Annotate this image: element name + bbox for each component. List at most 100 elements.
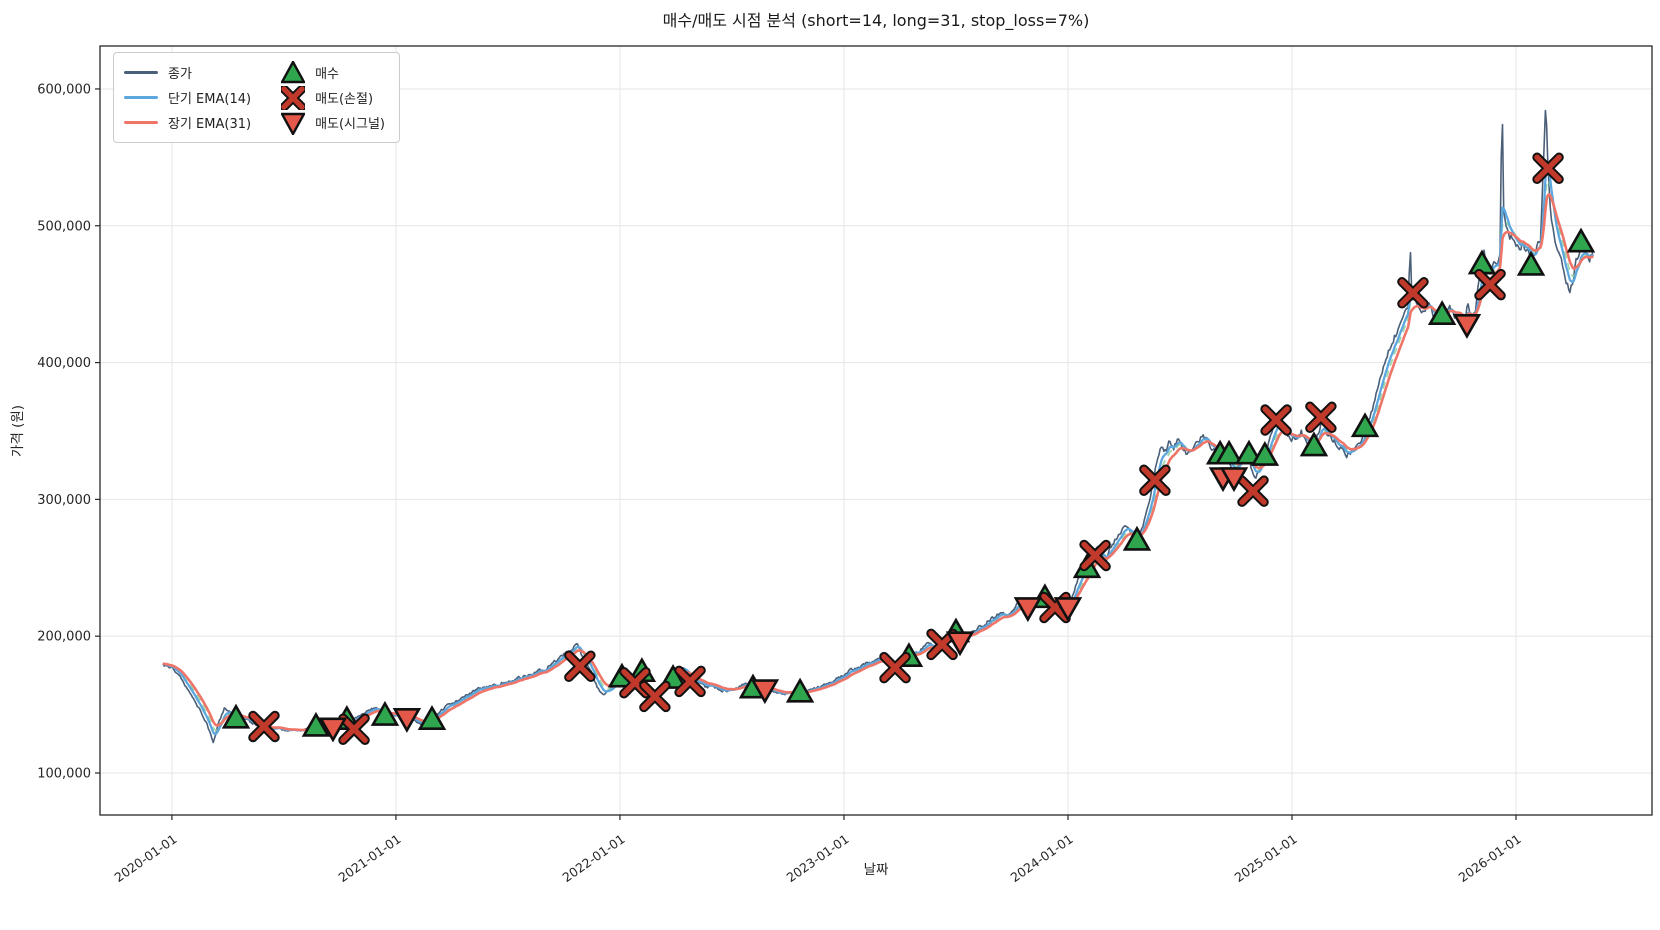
signal-sell-marker [1053, 597, 1083, 623]
stop-loss-sell-marker [639, 680, 671, 713]
stop-loss-sell-marker [1474, 268, 1506, 301]
y-tick-label: 100,000 [37, 766, 91, 781]
x-tick-label: 2025-01-01 [1232, 831, 1300, 885]
y-tick-label: 400,000 [37, 356, 91, 371]
buy-marker-icon [281, 60, 306, 83]
y-tick-label: 200,000 [37, 630, 91, 645]
signal-sell-marker [318, 717, 348, 743]
buy-marker-glyph [281, 60, 306, 83]
stop-loss-sell-marker [1397, 277, 1429, 309]
chart-title: 매수/매도 시점 분석 (short=14, long=31, stop_los… [663, 11, 1090, 31]
stop-loss-sell-marker [1532, 152, 1564, 185]
buy-marker [1250, 440, 1280, 466]
x-tick-label: 2022-01-01 [560, 831, 628, 885]
axes-layer [95, 45, 1653, 820]
buy-marker [301, 711, 331, 737]
legend-line-swatch [124, 96, 158, 99]
y-axis-label: 가격 (원) [10, 405, 26, 457]
stop-loss-sell-marker [338, 713, 370, 745]
stop-loss-sell-marker [564, 650, 596, 683]
buy-marker [1299, 431, 1329, 457]
x-marker-face [1476, 270, 1504, 299]
stop-loss-sell-marker [674, 665, 706, 698]
y-tick-label: 300,000 [37, 493, 91, 508]
stop-loss-sell-marker [879, 651, 911, 684]
stop-marker-icon [281, 85, 306, 110]
buy-marker [1214, 439, 1244, 465]
buy-marker [1427, 300, 1457, 325]
stop-loss-sell-marker [1260, 404, 1292, 436]
x-tick-label: 2023-01-01 [784, 831, 852, 885]
y-tick-label: 600,000 [37, 82, 91, 97]
x-tick-label: 2020-01-01 [112, 831, 180, 885]
legend-label: 매도(손절) [315, 92, 374, 107]
signal-sell-marker [945, 631, 975, 657]
x-marker-face [1399, 279, 1427, 307]
plot-border [99, 45, 1653, 816]
signal-marker-glyph [281, 112, 306, 135]
marker-layer [221, 152, 1596, 745]
x-tick-label: 2026-01-01 [1456, 831, 1524, 885]
signal-sell-marker [1013, 597, 1043, 623]
y-tick-label: 500,000 [37, 219, 91, 234]
x-marker-face [1307, 403, 1335, 432]
legend-label: 매도(시그널) [315, 117, 386, 132]
tick-label-layer: 2020-01-01 2021-01-01 2022-01-01 2023-01-01… [37, 82, 1524, 885]
long-ema-line [162, 193, 1594, 732]
signal-sell-marker [392, 707, 422, 733]
signal-marker-icon [281, 112, 306, 135]
signal-sell-marker [1219, 467, 1249, 493]
x-marker-face [676, 667, 704, 696]
buy-marker [1350, 412, 1380, 438]
legend-line-swatch [124, 71, 158, 74]
buy-marker [1234, 439, 1264, 465]
x-marker-face [1262, 406, 1290, 434]
x-tick-label: 2021-01-01 [336, 831, 404, 885]
legend-label: 장기 EMA(31) [168, 117, 252, 132]
stop-loss-sell-marker [1237, 475, 1269, 507]
stop-loss-sell-marker [1079, 539, 1111, 572]
buy-marker [1122, 525, 1152, 551]
stop-loss-sell-marker [1139, 464, 1171, 496]
legend-label: 매수 [315, 67, 339, 82]
x-marker-face [250, 712, 278, 741]
x-marker-face [566, 652, 594, 681]
x-marker-face [1141, 466, 1169, 494]
signal-sell-marker [1452, 313, 1482, 339]
x-marker-face [641, 682, 669, 711]
x-marker-face [1534, 154, 1562, 183]
aux-trend-dashed-line [162, 178, 1594, 732]
x-marker-face [281, 85, 305, 110]
signal-sell-marker [750, 679, 780, 705]
x-marker-face [340, 715, 368, 743]
x-marker-face [881, 653, 909, 682]
stop-loss-sell-marker [1305, 401, 1337, 434]
close-price-line [162, 109, 1594, 744]
grid-layer [100, 46, 1652, 815]
x-marker-face [1239, 477, 1267, 505]
buy-marker [785, 677, 815, 703]
buy-marker [1566, 227, 1596, 253]
legend-entry-line: 장기 EMA(31) [124, 110, 251, 135]
buy-marker [370, 700, 400, 726]
legend-entry-line: 단기 EMA(14) [124, 85, 251, 110]
legend-label: 종가 [168, 67, 192, 82]
buy-marker [1516, 250, 1546, 276]
buy-marker [221, 703, 251, 729]
x-marker-face [1081, 541, 1109, 570]
stop-loss-sell-marker [248, 710, 280, 743]
legend-entry-marker: 매도(손절) [281, 85, 385, 110]
legend-entry-marker: 매수 [281, 60, 385, 85]
series-layer [162, 109, 1595, 744]
legend-line-swatch [124, 121, 158, 124]
legend-entry-marker: 매도(시그널) [281, 110, 385, 135]
legend-label: 단기 EMA(14) [168, 92, 252, 107]
buy-marker [417, 705, 447, 730]
x-tick-label: 2024-01-01 [1008, 831, 1076, 885]
legend-entry-line: 종가 [124, 60, 251, 85]
x-axis-label: 날짜 [864, 862, 889, 878]
short-ema-line [162, 163, 1595, 736]
